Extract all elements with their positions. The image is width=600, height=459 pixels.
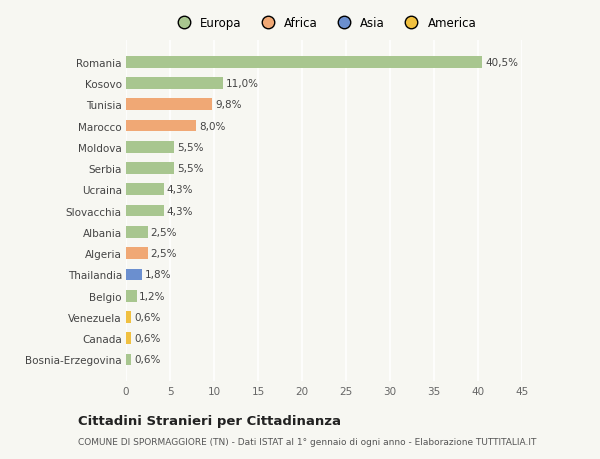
Text: 40,5%: 40,5%: [485, 57, 518, 67]
Text: 0,6%: 0,6%: [134, 355, 160, 365]
Text: 9,8%: 9,8%: [215, 100, 241, 110]
Text: 0,6%: 0,6%: [134, 312, 160, 322]
Bar: [126, 248, 148, 259]
Legend: Europa, Africa, Asia, America: Europa, Africa, Asia, America: [168, 13, 480, 33]
Text: 1,2%: 1,2%: [139, 291, 166, 301]
Bar: [126, 290, 137, 302]
Bar: [126, 227, 148, 238]
Bar: [126, 269, 142, 280]
Text: 0,6%: 0,6%: [134, 334, 160, 343]
Bar: [126, 163, 175, 174]
Bar: [126, 57, 482, 68]
Bar: [126, 99, 212, 111]
Bar: [126, 333, 131, 344]
Text: 1,8%: 1,8%: [145, 270, 171, 280]
Bar: [126, 205, 164, 217]
Text: 4,3%: 4,3%: [166, 206, 193, 216]
Text: 8,0%: 8,0%: [199, 121, 226, 131]
Text: 11,0%: 11,0%: [226, 79, 259, 89]
Bar: [126, 184, 164, 196]
Text: COMUNE DI SPORMAGGIORE (TN) - Dati ISTAT al 1° gennaio di ogni anno - Elaborazio: COMUNE DI SPORMAGGIORE (TN) - Dati ISTAT…: [78, 437, 536, 446]
Bar: [126, 142, 175, 153]
Text: 4,3%: 4,3%: [166, 185, 193, 195]
Text: Cittadini Stranieri per Cittadinanza: Cittadini Stranieri per Cittadinanza: [78, 414, 341, 428]
Text: 5,5%: 5,5%: [177, 164, 203, 174]
Bar: [126, 120, 196, 132]
Text: 2,5%: 2,5%: [151, 227, 177, 237]
Bar: [126, 311, 131, 323]
Text: 5,5%: 5,5%: [177, 142, 203, 152]
Bar: [126, 354, 131, 365]
Bar: [126, 78, 223, 90]
Text: 2,5%: 2,5%: [151, 249, 177, 258]
